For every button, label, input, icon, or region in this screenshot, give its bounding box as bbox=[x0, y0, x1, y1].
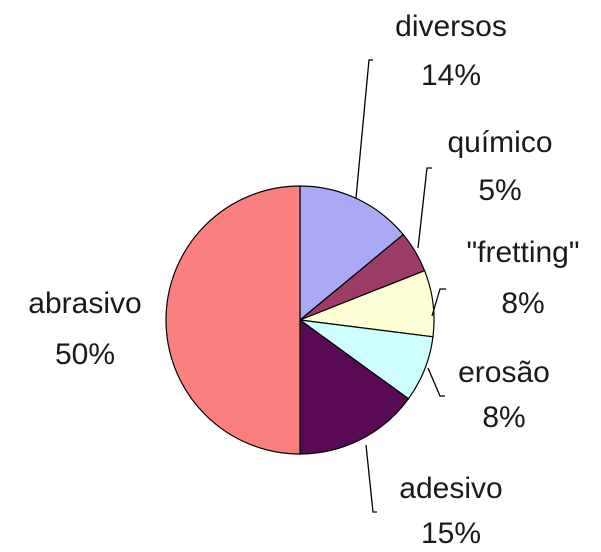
labels-layer: diversos 14% químico 5% "fretting" 8% erosão 8%… bbox=[28, 10, 579, 550]
pie-slice-diversos bbox=[299, 185, 405, 322]
leader-line-quimico bbox=[417, 167, 432, 249]
leader-line-adesivo bbox=[365, 444, 377, 513]
slice-label-fretting: "fretting" bbox=[466, 236, 579, 269]
leader-line-erosao bbox=[427, 367, 445, 397]
slice-value-label-fretting: 8% bbox=[501, 287, 544, 320]
slice-value-label-quimico: 5% bbox=[478, 174, 521, 207]
pie-slice-adesivo bbox=[299, 318, 410, 455]
slice-label-abrasivo: abrasivo bbox=[28, 287, 141, 320]
leader-lines-layer bbox=[355, 59, 446, 513]
leader-line-fretting bbox=[431, 288, 446, 317]
slice-value-label-abrasivo: 50% bbox=[55, 338, 115, 371]
slices-layer bbox=[165, 185, 435, 455]
slice-label-erosao: erosão bbox=[458, 356, 550, 389]
slice-label-diversos: diversos bbox=[395, 10, 507, 43]
slice-label-adesivo: adesivo bbox=[399, 472, 502, 505]
leader-line-diversos bbox=[355, 59, 373, 199]
slice-value-label-adesivo: 15% bbox=[421, 517, 481, 547]
pie-slice-abrasivo bbox=[165, 185, 301, 455]
slice-value-label-erosao: 8% bbox=[482, 401, 525, 434]
slice-value-label-diversos: 14% bbox=[421, 59, 481, 92]
slice-label-quimico: químico bbox=[447, 126, 552, 159]
